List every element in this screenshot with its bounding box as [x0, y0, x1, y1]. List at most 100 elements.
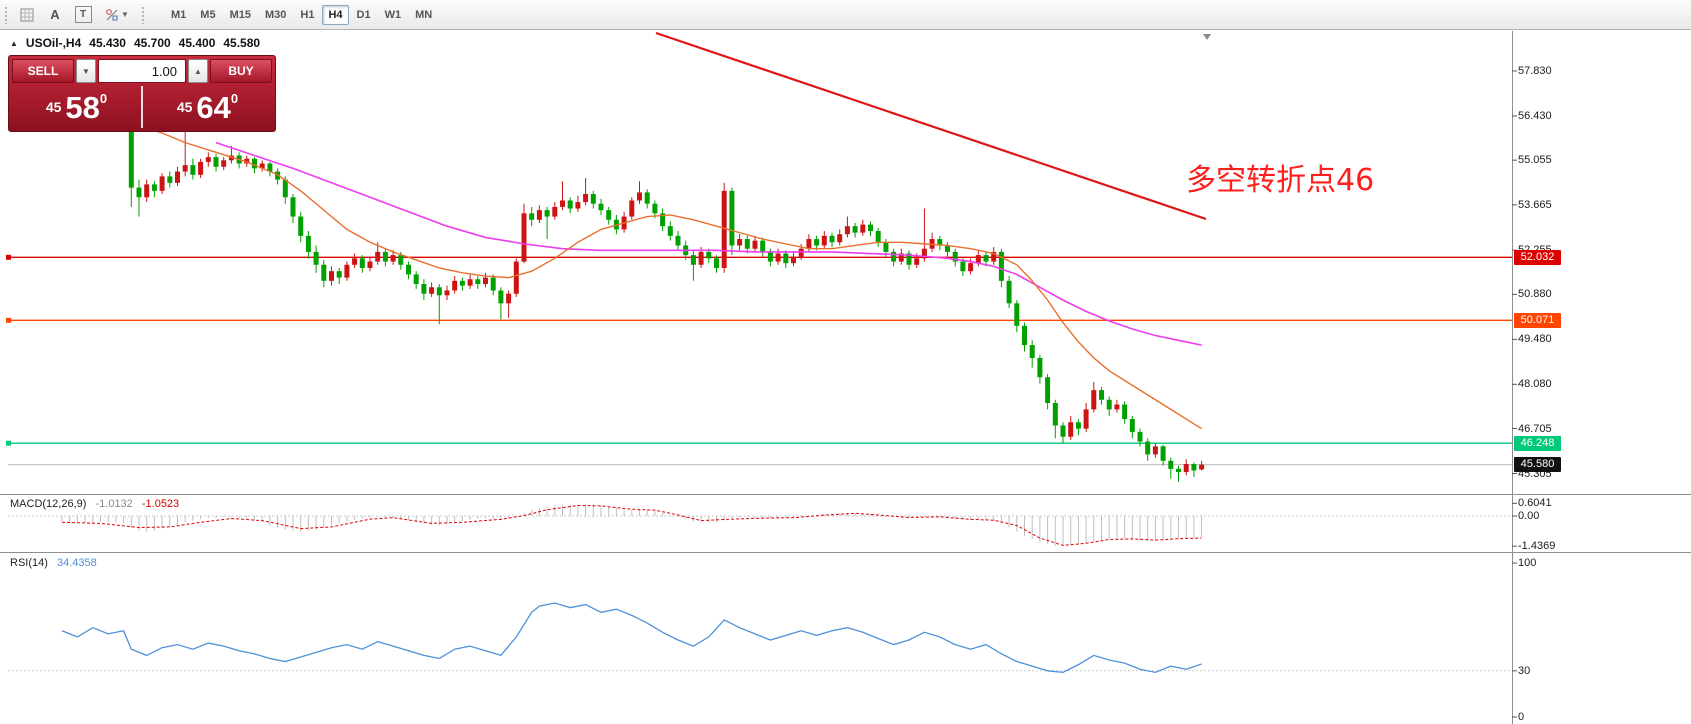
candle-body — [775, 253, 781, 262]
candle-body — [1045, 377, 1051, 403]
candle-body — [844, 226, 850, 235]
candle-body — [1137, 431, 1143, 442]
level-line-anchor — [6, 317, 11, 323]
macd-signal-line[interactable] — [61, 504, 1202, 546]
volume-input[interactable] — [98, 59, 186, 83]
timeframe-w1[interactable]: W1 — [384, 8, 402, 21]
trend-annotation-text[interactable]: 多空转折点46 — [1186, 163, 1375, 198]
candle-body — [298, 216, 304, 236]
text-tool-button[interactable]: T — [69, 3, 97, 27]
volume-dropdown-button[interactable]: ▼ — [76, 59, 96, 83]
candle-body — [560, 200, 565, 207]
candle-body — [975, 255, 981, 264]
buy-price-prefix: 45 — [176, 99, 193, 115]
candle-body — [429, 287, 435, 294]
candle-body — [960, 261, 966, 272]
macd-name: MACD(12,26,9) — [10, 498, 87, 510]
candle-body — [536, 210, 542, 220]
candle-body — [267, 163, 273, 172]
candle-body — [313, 251, 319, 265]
candle-body — [128, 102, 134, 188]
candle-body — [629, 200, 635, 217]
candle-body — [783, 253, 789, 264]
candle-body — [359, 258, 365, 268]
timeframe-m15[interactable]: M15 — [229, 8, 251, 21]
candle-body — [606, 210, 612, 220]
timeframe-mn[interactable]: MN — [415, 8, 433, 21]
sell-button[interactable]: SELL — [12, 59, 74, 83]
toolbar-grip[interactable] — [4, 5, 9, 24]
candle-body — [883, 242, 889, 252]
candle-body — [382, 251, 388, 262]
shapes-tool-button[interactable]: ▼ — [97, 3, 137, 27]
one-click-trading-panel: SELL ▼ ▲ BUY 45 58 0 45 64 0 — [8, 55, 276, 132]
candle-body — [498, 290, 504, 304]
candle-body — [660, 213, 666, 227]
timeframe-m1[interactable]: M1 — [171, 8, 187, 21]
candle-body — [390, 255, 396, 262]
candle-body — [329, 271, 334, 281]
buy-price-display[interactable]: 45 64 0 — [143, 86, 272, 128]
candle-body — [898, 253, 904, 262]
candle-body — [144, 184, 150, 198]
candle-body — [1122, 404, 1128, 420]
candle-body — [791, 256, 796, 264]
chevron-down-icon: ▼ — [82, 66, 90, 76]
candle-body — [1060, 425, 1066, 437]
candle-body — [490, 277, 496, 291]
timeframe-m5[interactable]: M5 — [200, 8, 216, 21]
candle-body — [1029, 345, 1035, 358]
candle-body — [714, 258, 719, 268]
candle-body — [698, 251, 704, 265]
timeframe-h4[interactable]: H4 — [322, 4, 349, 25]
rsi-line[interactable] — [61, 602, 1202, 674]
candle-body — [151, 184, 157, 191]
dropdown-caret-icon: ▼ — [121, 10, 129, 19]
candle-body — [583, 194, 589, 203]
candle-body — [1176, 468, 1181, 473]
label-tool-button[interactable]: A — [41, 3, 69, 27]
toolbar-grip[interactable] — [141, 5, 146, 24]
ma-fast-line[interactable] — [131, 122, 1202, 430]
candle-body — [175, 171, 180, 183]
buy-price-pip: 0 — [230, 91, 239, 106]
candle-body — [806, 239, 812, 249]
candle-body — [760, 240, 766, 252]
candle-body — [413, 274, 419, 285]
buy-button[interactable]: BUY — [210, 59, 272, 83]
candle-body — [1191, 464, 1197, 471]
macd-indicator-label: MACD(12,26,9) -1.0132 -1.0523 — [10, 498, 179, 510]
candle-body — [1075, 422, 1081, 429]
shapes-icon — [106, 8, 118, 20]
grid-tool-icon[interactable] — [13, 3, 41, 27]
candle-body — [852, 226, 858, 233]
chevron-up-icon: ▲ — [194, 66, 202, 76]
timeframe-m30[interactable]: M30 — [264, 8, 287, 21]
candle-body — [398, 255, 404, 265]
timeframe-d1[interactable]: D1 — [356, 8, 371, 21]
candle-body — [575, 202, 581, 209]
candle-body — [667, 226, 673, 236]
trade-panel-toggle-icon[interactable]: ▲ — [10, 38, 18, 48]
timeframe-h1[interactable]: H1 — [300, 8, 315, 21]
candle-body — [375, 251, 381, 262]
candle-body — [344, 264, 350, 278]
sell-price-display[interactable]: 45 58 0 — [12, 86, 141, 128]
candle-body — [860, 224, 866, 233]
candle-body — [814, 239, 820, 246]
trendline[interactable] — [655, 31, 1207, 221]
candle-body — [1099, 390, 1104, 400]
ma-slow-line[interactable] — [215, 141, 1202, 346]
candle-body — [952, 251, 958, 262]
timeframe-toolbar: M1 M5 M15 M30 H1 H4 D1 W1 MN — [164, 4, 439, 25]
candle-body — [305, 235, 311, 252]
candle-body — [282, 179, 288, 198]
macd-signal-value: -1.0523 — [141, 498, 180, 510]
sell-price-pip: 0 — [99, 91, 108, 106]
candle-body — [1145, 441, 1151, 455]
candle-body — [637, 192, 642, 201]
candle-body — [937, 239, 943, 246]
volume-increase-button[interactable]: ▲ — [188, 59, 208, 83]
candle-body — [1183, 464, 1189, 473]
